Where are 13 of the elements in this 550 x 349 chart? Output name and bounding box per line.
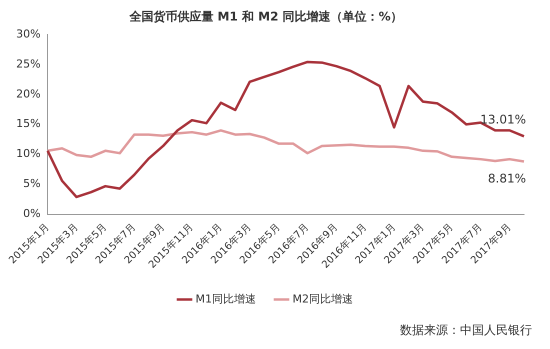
y-tick-label: 25%	[16, 57, 41, 70]
data-label: 8.81%	[488, 172, 526, 186]
y-tick-label: 15%	[16, 117, 41, 130]
y-tick-label: 5%	[23, 177, 41, 190]
y-tick-label: 20%	[16, 87, 41, 100]
source-note: 数据来源：中国人民银行	[400, 323, 532, 338]
legend-label: M1同比增速	[196, 292, 256, 306]
y-tick-label: 30%	[16, 27, 41, 40]
y-tick-label: 0%	[23, 207, 41, 220]
y-tick-label: 10%	[16, 147, 41, 160]
legend-label: M2同比增速	[292, 292, 353, 306]
data-label: 13.01%	[480, 112, 526, 126]
chart-title: 全国货币供应量 M1 和 M2 同比增速（单位：%）	[128, 9, 403, 24]
